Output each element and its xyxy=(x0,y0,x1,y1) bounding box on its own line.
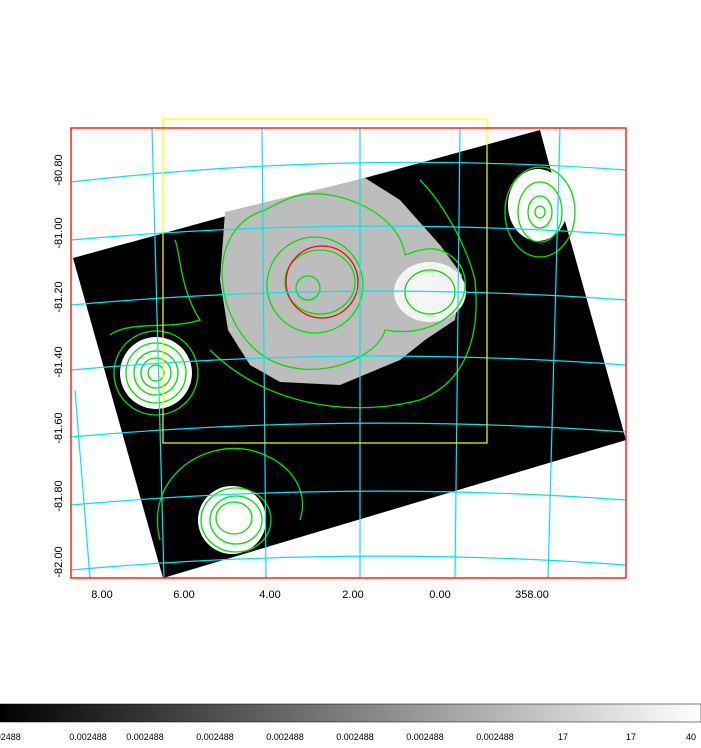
colorbar-label: 40 xyxy=(686,732,696,742)
x-axis-label: 2.00 xyxy=(342,589,363,601)
y-axis-label: -81.60 xyxy=(53,412,65,443)
colorbar-label: 0.002488 xyxy=(476,732,514,742)
region-circle xyxy=(285,245,359,319)
x-axis-label: 6.00 xyxy=(173,589,194,601)
coordinate-grid xyxy=(71,128,626,578)
source xyxy=(120,337,192,409)
colorbar-label: 0.002488 xyxy=(126,732,164,742)
frame xyxy=(70,127,627,579)
colorbar-label: 0.002488 xyxy=(69,732,107,742)
y-axis-label: -81.00 xyxy=(53,217,65,248)
y-axis-label: -80.80 xyxy=(53,154,65,185)
image xyxy=(71,128,626,578)
y-axis-label: -81.20 xyxy=(53,281,65,312)
colorbar xyxy=(0,703,701,723)
colorbar-label: 0.002488 xyxy=(0,732,21,742)
colorbar-label: 17 xyxy=(626,732,636,742)
x-axis-label: 358.00 xyxy=(515,589,549,601)
colorbar-label: 0.002488 xyxy=(196,732,234,742)
colorbar-label: 17 xyxy=(558,732,568,742)
x-axis-label: 4.00 xyxy=(259,589,280,601)
source xyxy=(198,486,266,554)
x-axis-label: 0.00 xyxy=(429,589,450,601)
y-axis-label: -81.40 xyxy=(53,346,65,377)
colorbar-label: 0.002488 xyxy=(266,732,304,742)
colorbar-label: 0.002488 xyxy=(336,732,374,742)
y-axis-label: -82.00 xyxy=(53,546,65,577)
y-axis-label: -81.80 xyxy=(53,480,65,511)
x-axis-label: 8.00 xyxy=(91,589,112,601)
colorbar-label: 0.002488 xyxy=(406,732,444,742)
gray-source xyxy=(220,178,462,385)
region-box xyxy=(162,118,488,444)
contours xyxy=(109,166,576,553)
